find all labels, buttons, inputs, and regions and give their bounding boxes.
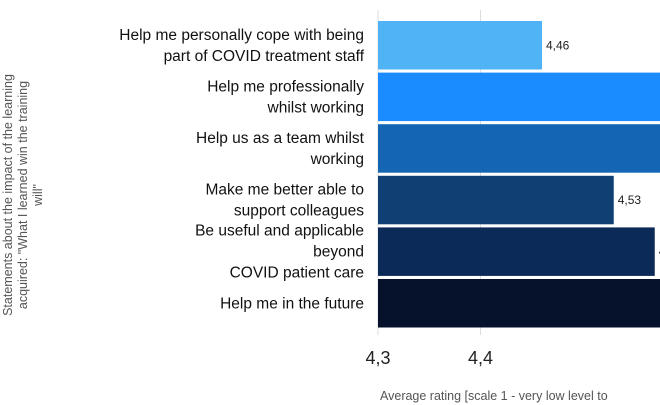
x-tick-label: 4,3 [365,348,390,368]
category-label: Make me better able to support colleagues [205,182,364,220]
x-tick-labels: 4,34,44,6 [365,348,493,368]
bar [378,175,614,225]
category-labels: Help me personally cope with being part o… [119,27,364,313]
bar [378,124,660,173]
data-label: 4,53 [618,193,642,207]
bar [378,227,655,276]
bar [378,72,660,122]
data-label: 4,57 [659,245,660,259]
category-label: Help me in the future [220,295,364,312]
category-label: Help me professionally whilst working [207,78,364,116]
data-label: 4,46 [546,38,570,52]
x-axis-title: Average rating [scale 1 - very low level… [380,389,608,403]
y-axis-title: Statements about the impact of the learn… [1,74,45,316]
bar [378,279,660,328]
x-tick-label: 4,4 [468,348,493,368]
data-labels: 4,464,64,604,534,57 [546,38,660,258]
category-label: Be useful and applicable beyond COVID pati… [195,223,364,282]
category-label: Help me personally cope with being part o… [119,27,364,65]
bar [378,21,542,70]
category-label: Help us as a team whilst working [196,130,365,168]
bars [378,21,660,328]
